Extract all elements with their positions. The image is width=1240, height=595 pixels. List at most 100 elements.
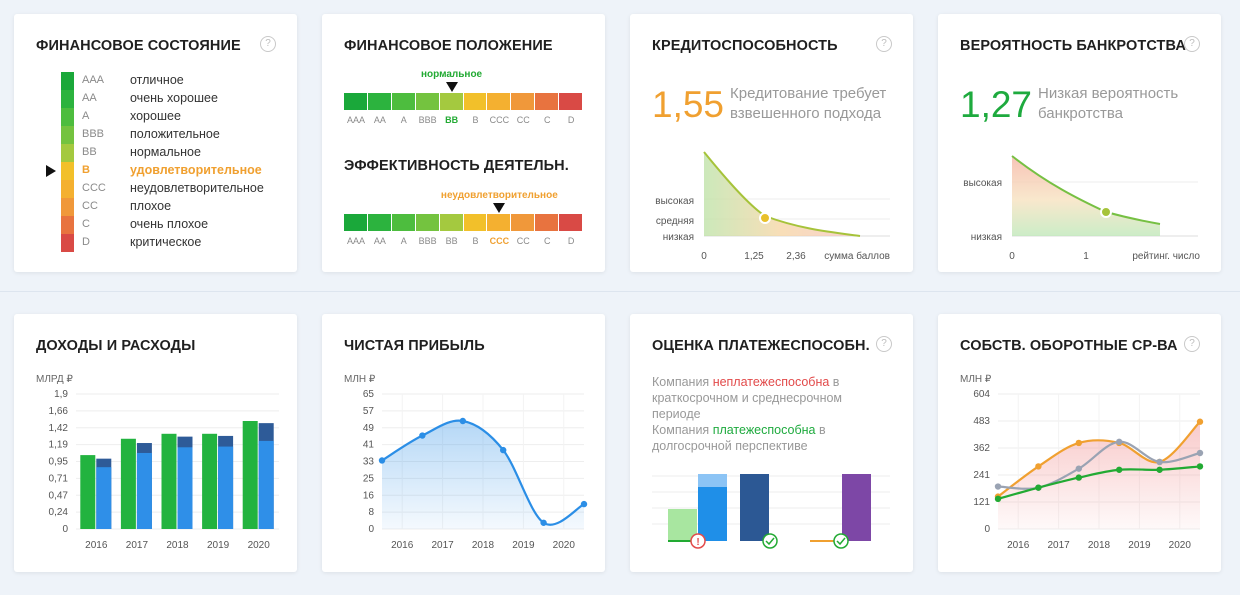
card-working-capital: СОБСТВ. ОБОРОТНЫЕ СР-ВА ? МЛН ₽ 0 121 241 3… [938, 314, 1221, 572]
bar [202, 433, 218, 529]
help-icon[interactable]: ? [876, 36, 892, 52]
data-point [378, 457, 386, 464]
solvency-bar [740, 474, 769, 541]
credit-curve-chart: высокая средняя низкая 0 1,25 2,36 сумма… [655, 151, 890, 262]
profit-line-chart: 0 8 16 25 33 41 49 57 65 2016 2017 2018 2019 2020 [363, 389, 588, 551]
solvency-bar [698, 486, 727, 541]
data-point [1035, 463, 1042, 470]
x-tick-label: 2018 [166, 540, 189, 551]
y-tick-label: 8 [368, 507, 374, 518]
x-tick-label: 2017 [126, 540, 149, 551]
data-point [1116, 466, 1123, 473]
rating-color-swatch [61, 234, 74, 252]
help-icon[interactable]: ? [1184, 36, 1200, 52]
scale-code: CCC [489, 115, 510, 125]
y-tick-label: 0 [984, 524, 990, 535]
x-tick-label: 2020 [1169, 540, 1192, 551]
scale-code: D [567, 236, 575, 246]
scale-code: CCC [489, 236, 510, 246]
y-tick-label: 25 [363, 473, 375, 484]
help-icon[interactable]: ? [876, 336, 892, 352]
working-capital-chart: 0 121 241 362 483 604 2016 2017 2018 2019 2020 [973, 389, 1204, 551]
x-tick-label: 0 [1009, 251, 1015, 262]
marker-arrow-icon [445, 82, 458, 92]
scale-code: C [543, 236, 551, 246]
bar [161, 433, 177, 529]
bar [177, 447, 193, 529]
x-tick-label: 1 [1083, 251, 1089, 262]
help-icon[interactable]: ? [1184, 336, 1200, 352]
rating-color-swatch [61, 108, 74, 126]
scale-segment [344, 214, 368, 231]
scale-segment [487, 93, 512, 110]
data-point [1156, 458, 1163, 466]
rating-scale [344, 93, 584, 110]
scale-code: AA [373, 115, 386, 125]
bankruptcy-value: 1,27 [960, 84, 1033, 125]
data-point [1156, 466, 1163, 473]
y-tick-label: 483 [973, 416, 990, 427]
scale-code: D [567, 115, 575, 125]
scale-segment [391, 214, 416, 231]
rating-color-swatch [61, 126, 74, 144]
card-solvency: ОЦЕНКА ПЛАТЕЖЕСПОСОБН. ? Компания неплат… [630, 314, 913, 572]
x-axis-label: рейтинг. число [1132, 251, 1200, 262]
data-point [1196, 418, 1204, 425]
x-tick-label: 2019 [207, 540, 230, 551]
x-tick-label: 2020 [248, 540, 271, 551]
scale-segment [511, 214, 536, 231]
data-point [459, 417, 466, 425]
x-tick-label: 2019 [512, 540, 535, 551]
short-term-text: Компания неплатежеспособна в краткосрочн… [652, 374, 892, 422]
check-icon [762, 533, 778, 549]
y-tick-label: 1,66 [49, 406, 69, 417]
y-tick-label: 65 [363, 389, 375, 400]
scale-code: CC [516, 115, 530, 125]
level-label: низкая [971, 232, 1002, 243]
rating-label: неудовлетворительное [130, 181, 264, 195]
y-tick-label: 0,71 [49, 473, 69, 484]
rating-row: BB нормальное [46, 144, 286, 162]
bar [258, 440, 274, 529]
marker-label: неудовлетворительное [440, 190, 558, 201]
y-tick-label: 41 [363, 440, 375, 451]
card-title: ЧИСТАЯ ПРИБЫЛЬ [344, 338, 485, 354]
x-tick-label: 2018 [1088, 540, 1111, 551]
rating-color-swatch [61, 216, 74, 234]
y-tick-label: 0,47 [49, 490, 69, 501]
x-tick-label: 2016 [85, 540, 108, 551]
help-icon[interactable]: ? [260, 36, 276, 52]
bar [218, 446, 234, 529]
rating-label: критическое [130, 235, 202, 249]
y-tick-label: 604 [973, 389, 990, 400]
rating-color-swatch [61, 90, 74, 108]
card-title: СОБСТВ. ОБОРОТНЫЕ СР-ВА [960, 338, 1178, 354]
data-point [1075, 439, 1082, 447]
rating-label: очень хорошее [130, 91, 218, 105]
rating-scale [344, 214, 584, 231]
data-point [994, 483, 1002, 490]
scale-code: BB [445, 236, 458, 246]
scale-segment [439, 93, 464, 110]
data-point [1075, 465, 1082, 472]
level-label: средняя [656, 216, 694, 227]
rating-code: BBB [82, 128, 105, 140]
x-tick-label: 2016 [391, 540, 414, 551]
marker-arrow-icon [493, 203, 506, 213]
level-label: высокая [655, 196, 694, 207]
unit-label: МЛН ₽ [344, 374, 376, 385]
credit-score-value: 1,55 [652, 84, 725, 125]
card-bankruptcy: ВЕРОЯТНОСТЬ БАНКРОТСТВА ? 1,27 Низкая ве… [938, 14, 1221, 272]
data-point [500, 446, 507, 454]
bar [242, 421, 258, 529]
scale-segment [559, 214, 584, 231]
scale-segment [391, 93, 416, 110]
rating-row: AAA отличное [46, 72, 286, 90]
scale-segment [367, 214, 392, 231]
text-line: Низкая вероятность [1038, 85, 1179, 102]
bar [96, 467, 112, 529]
svg-text:!: ! [696, 537, 699, 548]
data-point [1035, 484, 1042, 491]
x-tick-label: 2020 [553, 540, 576, 551]
data-point [419, 432, 426, 439]
